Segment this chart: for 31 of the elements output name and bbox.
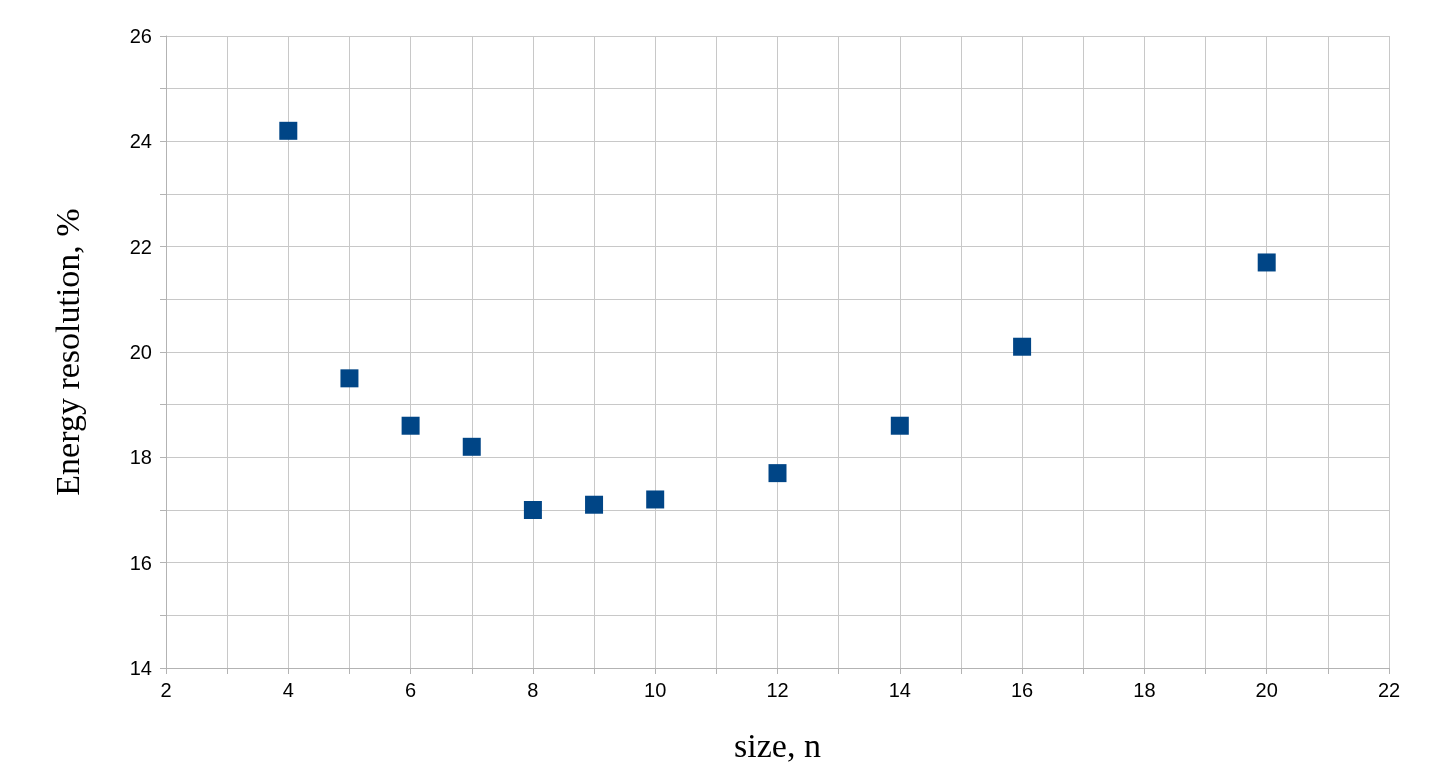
y-tick-label: 18 — [129, 446, 152, 469]
x-tick-label: 22 — [1377, 679, 1401, 701]
point — [462, 437, 481, 456]
y-tick-label: 14 — [129, 657, 152, 679]
point — [1257, 253, 1276, 272]
x-tick-label: 20 — [1255, 679, 1278, 701]
point — [585, 495, 604, 514]
x-tick-label: 10 — [644, 679, 667, 701]
point — [401, 416, 420, 435]
x-tick-label: 16 — [1010, 679, 1034, 701]
point — [340, 369, 359, 388]
y-tick-label: 22 — [129, 235, 152, 258]
y-tick-label: 24 — [129, 130, 152, 153]
point — [1013, 337, 1032, 356]
point — [523, 501, 542, 519]
y-axis-title: Energy resolution, % — [48, 208, 86, 496]
x-tick-label: 14 — [888, 679, 911, 701]
x-tick-label: 12 — [766, 679, 789, 701]
y-tick-label: 20 — [129, 341, 152, 363]
x-tick-label: 6 — [405, 679, 417, 701]
point — [279, 121, 298, 140]
point — [890, 416, 909, 435]
x-axis-title: size, n — [734, 726, 821, 764]
x-tick-label: 2 — [160, 679, 172, 701]
point — [646, 490, 665, 509]
x-tick-label: 8 — [527, 679, 539, 701]
y-tick-label: 26 — [129, 25, 152, 47]
point — [768, 464, 787, 483]
x-tick-label: 18 — [1133, 679, 1156, 701]
y-tick-label: 16 — [129, 551, 152, 574]
x-tick-label: 4 — [282, 679, 294, 701]
